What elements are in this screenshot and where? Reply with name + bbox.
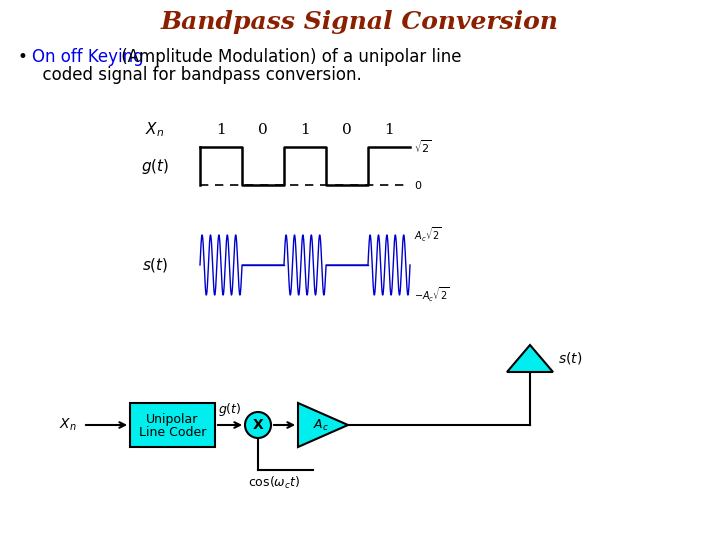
Text: •: •	[18, 48, 28, 66]
Text: $s(t)$: $s(t)$	[558, 350, 582, 367]
Text: 1: 1	[300, 123, 310, 137]
Text: Bandpass Signal Conversion: Bandpass Signal Conversion	[161, 10, 559, 34]
Text: $A_c$: $A_c$	[313, 417, 329, 433]
Text: 1: 1	[216, 123, 226, 137]
Text: 0: 0	[258, 123, 268, 137]
Text: $g(t)$: $g(t)$	[141, 157, 169, 176]
Text: 0: 0	[342, 123, 352, 137]
Text: (Amplitude Modulation) of a unipolar line: (Amplitude Modulation) of a unipolar lin…	[116, 48, 462, 66]
Text: $X_n$: $X_n$	[59, 417, 77, 433]
Text: $-A_c\sqrt{2}$: $-A_c\sqrt{2}$	[414, 286, 449, 304]
Text: Unipolar: Unipolar	[146, 413, 199, 426]
Text: $X_n$: $X_n$	[145, 120, 165, 139]
Text: X: X	[253, 418, 264, 432]
Text: coded signal for bandpass conversion.: coded signal for bandpass conversion.	[32, 66, 361, 84]
Text: $\sqrt{2}$: $\sqrt{2}$	[414, 139, 432, 156]
Text: Line Coder: Line Coder	[139, 426, 206, 438]
Polygon shape	[298, 403, 348, 447]
Text: $A_c\sqrt{2}$: $A_c\sqrt{2}$	[414, 226, 442, 244]
Text: 1: 1	[384, 123, 394, 137]
FancyBboxPatch shape	[130, 403, 215, 447]
Text: $g(t)$: $g(t)$	[218, 401, 242, 418]
Circle shape	[245, 412, 271, 438]
Text: $\cos(\omega_c t)$: $\cos(\omega_c t)$	[248, 475, 300, 491]
Polygon shape	[507, 345, 553, 372]
Text: $s(t)$: $s(t)$	[142, 256, 168, 274]
Text: On off Keying: On off Keying	[32, 48, 143, 66]
Text: $0$: $0$	[414, 179, 423, 191]
